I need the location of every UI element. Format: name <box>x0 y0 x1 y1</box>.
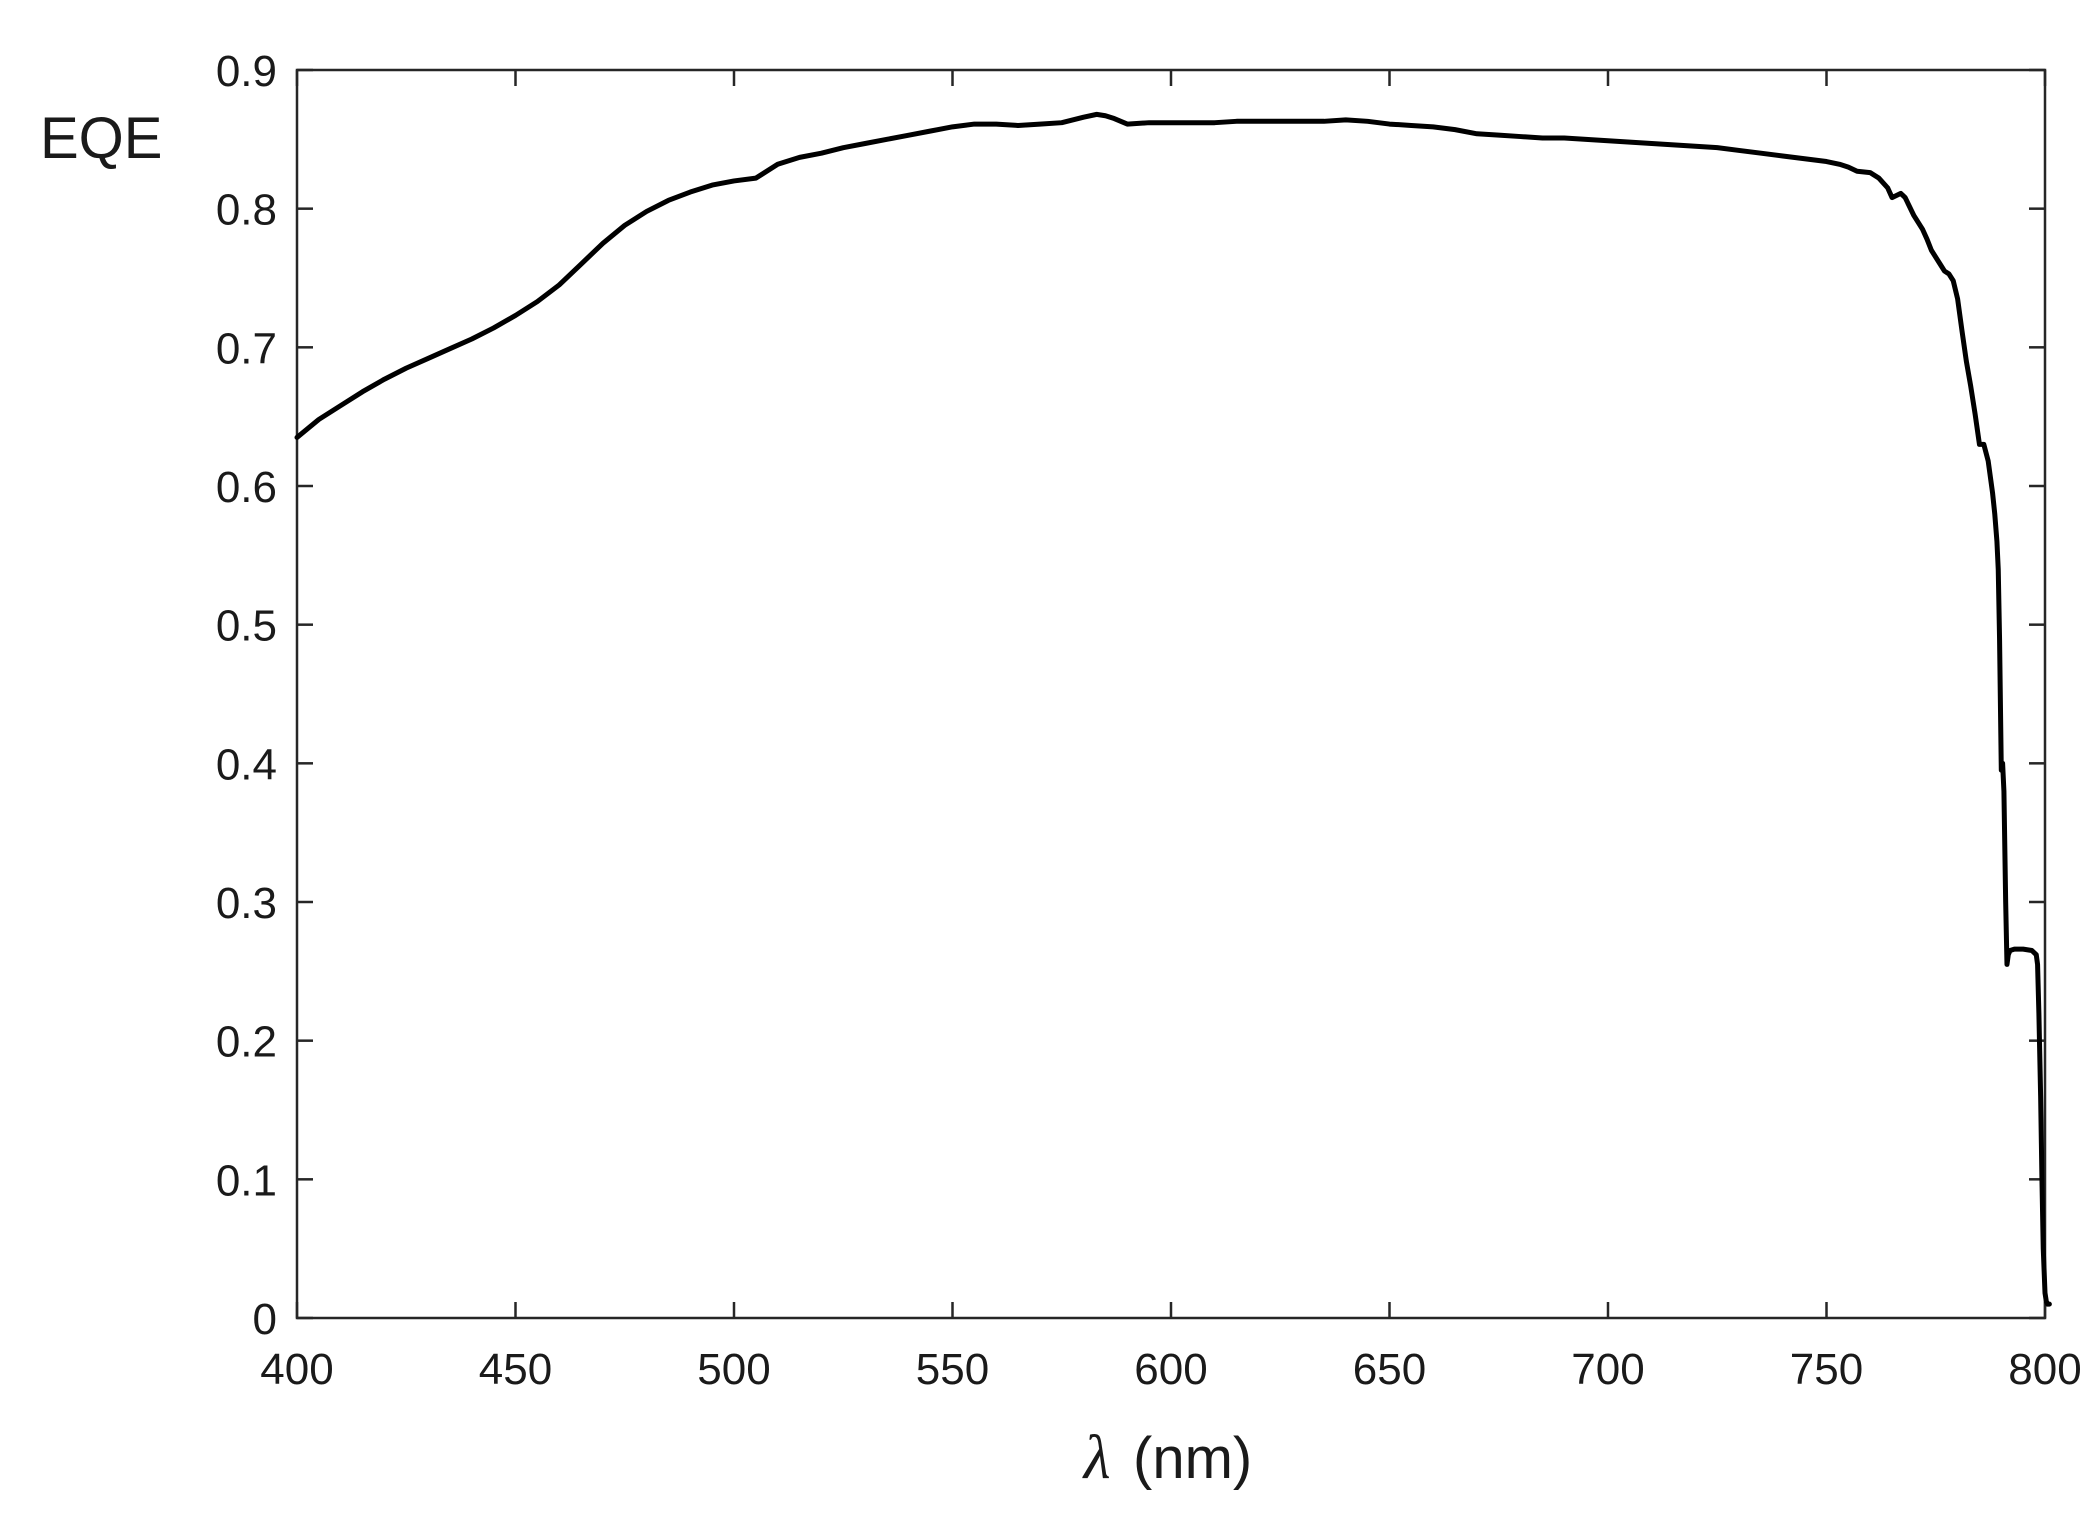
y-tick-label: 0 <box>253 1295 277 1344</box>
x-tick-label: 800 <box>2008 1345 2081 1394</box>
y-tick-label: 0.3 <box>216 879 277 928</box>
y-axis-tick-labels: 0 0.1 0.2 0.3 0.4 0.5 0.6 0.7 0.8 0.9 <box>216 47 277 1344</box>
x-tick-label: 700 <box>1571 1345 1644 1394</box>
y-tick-label: 0.4 <box>216 740 277 789</box>
y-tick-label: 0.5 <box>216 602 277 651</box>
x-tick-label: 450 <box>479 1345 552 1394</box>
y-tick-label: 0.6 <box>216 463 277 512</box>
x-tick-label: 400 <box>260 1345 333 1394</box>
plot-frame <box>295 68 2047 1320</box>
x-axis-ticks <box>295 70 2047 1318</box>
x-tick-label: 650 <box>1353 1345 1426 1394</box>
y-tick-label: 0.1 <box>216 1156 277 1205</box>
x-axis-label-symbol: λ <box>1082 1424 1111 1492</box>
x-tick-label: 750 <box>1790 1345 1863 1394</box>
x-axis-label-unit: (nm) <box>1133 1426 1252 1491</box>
y-tick-label: 0.9 <box>216 47 277 96</box>
y-axis-label: EQE <box>40 106 163 171</box>
eqe-series-line <box>294 111 2052 1307</box>
y-axis-ticks <box>297 68 2045 1320</box>
x-tick-label: 500 <box>697 1345 770 1394</box>
x-axis-tick-labels: 400 450 500 550 600 650 700 750 800 <box>260 1345 2081 1394</box>
x-tick-label: 550 <box>916 1345 989 1394</box>
plot-area <box>295 68 2047 1320</box>
y-tick-label: 0.7 <box>216 324 277 373</box>
x-tick-label: 600 <box>1134 1345 1207 1394</box>
y-tick-label: 0.2 <box>216 1018 277 1067</box>
x-axis-label: λ (nm) <box>1082 1424 1253 1492</box>
y-tick-label: 0.8 <box>216 186 277 235</box>
